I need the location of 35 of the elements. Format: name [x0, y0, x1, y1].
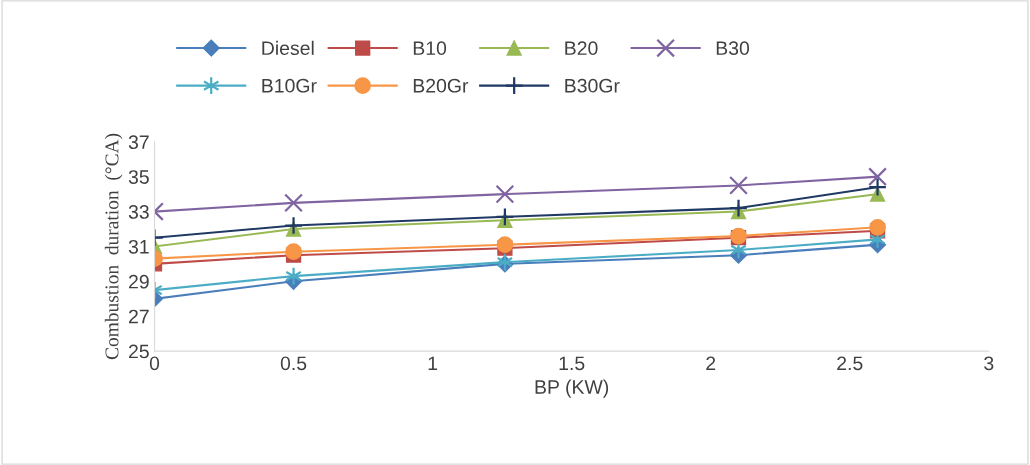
x-axis-title: BP (KW)	[535, 379, 609, 398]
legend-label: B10Gr	[262, 78, 317, 93]
y-tick-label: 25	[128, 344, 149, 359]
x-tick-label: 2	[706, 356, 716, 371]
legend-label: B20	[565, 41, 598, 56]
point	[495, 207, 515, 227]
point	[285, 266, 302, 286]
point	[285, 243, 302, 261]
point	[284, 193, 303, 213]
x-tick-label: 0.5	[280, 356, 307, 371]
point	[729, 175, 748, 195]
point	[868, 177, 887, 197]
x-tick-label: 1	[428, 356, 438, 371]
x-tick-label: 0	[149, 356, 160, 371]
y-tick-label: 31	[128, 239, 149, 254]
point	[495, 184, 515, 204]
legend-label: B20Gr	[413, 78, 469, 93]
point	[868, 167, 887, 187]
legend-label: B10	[413, 41, 447, 56]
legend-label: B30	[716, 41, 750, 56]
y-tick-label: 35	[128, 170, 149, 184]
y-tick-label: 33	[128, 205, 149, 219]
x-tick-label: 2.5	[837, 356, 863, 371]
y-axis-title: Combustion duration (°CA)	[104, 133, 123, 360]
x-tick-label: 3	[984, 356, 994, 371]
y-tick-label: 37	[128, 135, 149, 150]
point	[869, 218, 886, 236]
legend-label: B30Gr	[565, 78, 620, 93]
y-tick-label: 29	[128, 274, 149, 289]
point	[496, 236, 514, 254]
y-tick-label: 27	[128, 309, 149, 324]
x-tick-label: 1.5	[559, 356, 585, 371]
point	[729, 198, 748, 218]
legend-label: Diesel	[262, 40, 314, 56]
point	[284, 216, 303, 235]
